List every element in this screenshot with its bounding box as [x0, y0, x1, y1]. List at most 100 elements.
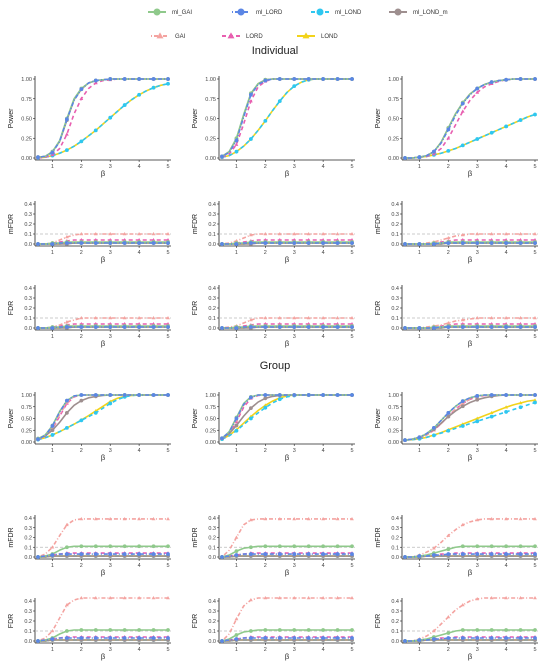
y-tick-label: 0.2: [208, 536, 216, 542]
x-tick-label: 5: [350, 563, 353, 569]
data-point: [79, 325, 84, 329]
data-point: [263, 396, 268, 401]
series-ml_LORD: [220, 241, 354, 246]
panel-individual-fdr-3: 0.0 0.1 0.2 0.3 0.4 1 2 3 4 5 β FDR: [375, 285, 538, 348]
data-point: [518, 405, 523, 410]
data-point: [489, 410, 494, 415]
y-tick-label: 0.75: [388, 405, 399, 411]
data-point: [248, 233, 253, 237]
data-point: [263, 596, 268, 600]
x-tick-label: 4: [505, 647, 508, 653]
data-point: [248, 395, 253, 400]
data-point: [335, 628, 340, 632]
series-line: [221, 545, 352, 558]
data-point: [489, 325, 494, 329]
data-point: [518, 552, 523, 556]
data-point: [64, 552, 69, 556]
data-point: [504, 596, 509, 600]
data-point: [137, 92, 142, 97]
y-tick-label: 0.2: [24, 619, 32, 625]
series-line: [221, 78, 352, 158]
data-point: [277, 77, 282, 81]
data-point: [79, 139, 84, 144]
data-point: [446, 127, 451, 132]
data-point: [108, 596, 113, 600]
series-line: [222, 323, 352, 329]
y-tick-label: 0.4: [391, 599, 399, 605]
data-point: [234, 138, 239, 143]
series-ml_GAI: [36, 628, 170, 643]
y-axis-title: mFDR: [8, 214, 15, 234]
data-point: [151, 552, 156, 556]
x-tick-label: 1: [235, 250, 238, 256]
data-point: [306, 544, 311, 549]
data-point: [350, 544, 354, 549]
y-tick-label: 0.3: [391, 296, 399, 302]
legend-item-ml_LOND_m: ml_LOND_m: [389, 8, 448, 16]
data-point: [306, 241, 311, 245]
data-point: [263, 544, 268, 549]
data-point: [446, 615, 451, 619]
data-point: [220, 555, 224, 559]
data-point: [518, 241, 523, 245]
y-axis-title: Power: [375, 408, 382, 429]
data-point: [321, 325, 326, 329]
x-tick-label: 2: [80, 164, 83, 170]
data-point: [263, 552, 268, 556]
data-point: [533, 636, 537, 640]
data-point: [36, 242, 40, 246]
legend-marker: [156, 32, 164, 39]
data-point: [504, 241, 509, 245]
y-axis-title: mFDR: [375, 527, 382, 547]
series-line: [221, 394, 352, 440]
x-tick-label: 5: [166, 448, 169, 454]
x-tick-label: 3: [293, 164, 296, 170]
x-axis-title: β: [285, 652, 290, 661]
series-line: [405, 629, 535, 642]
x-tick-label: 2: [447, 334, 450, 340]
y-tick-label: 0.25: [21, 428, 32, 434]
data-point: [151, 636, 156, 640]
x-tick-label: 1: [418, 647, 421, 653]
data-point: [417, 242, 422, 246]
data-point: [306, 596, 311, 600]
x-axis-title: β: [285, 568, 290, 577]
data-point: [277, 393, 282, 397]
series-line: [405, 518, 535, 558]
data-point: [93, 393, 98, 397]
data-point: [248, 518, 253, 522]
data-point: [220, 436, 224, 441]
data-point: [350, 232, 354, 236]
series-line: [221, 637, 352, 642]
data-point: [36, 437, 40, 442]
data-point: [234, 142, 239, 146]
series-ml_LORD: [220, 393, 354, 441]
series-line: [221, 394, 352, 439]
y-tick-label: 0.25: [388, 136, 399, 142]
data-point: [122, 77, 127, 81]
series-line: [221, 78, 352, 158]
series-ml_LORD: [220, 325, 354, 330]
series-line: [221, 553, 352, 558]
x-tick-label: 4: [138, 250, 141, 256]
y-tick-label: 0.2: [391, 306, 399, 312]
data-point: [431, 546, 436, 550]
data-point: [122, 103, 127, 107]
x-tick-label: 5: [350, 647, 353, 653]
data-point: [234, 633, 239, 637]
series-line: [405, 233, 535, 245]
data-point: [248, 552, 253, 556]
y-axis-title: mFDR: [192, 527, 199, 547]
y-axis-title: Power: [375, 108, 382, 129]
y-tick-label: 0.0: [391, 326, 399, 332]
data-point: [518, 401, 523, 405]
data-point: [460, 399, 465, 404]
data-point: [277, 596, 282, 600]
data-point: [489, 241, 494, 245]
x-tick-label: 3: [293, 448, 296, 454]
x-axis-title: β: [468, 255, 473, 264]
data-point: [350, 241, 354, 245]
data-point: [277, 397, 282, 402]
data-point: [79, 316, 84, 320]
series-GAI: [403, 77, 537, 160]
